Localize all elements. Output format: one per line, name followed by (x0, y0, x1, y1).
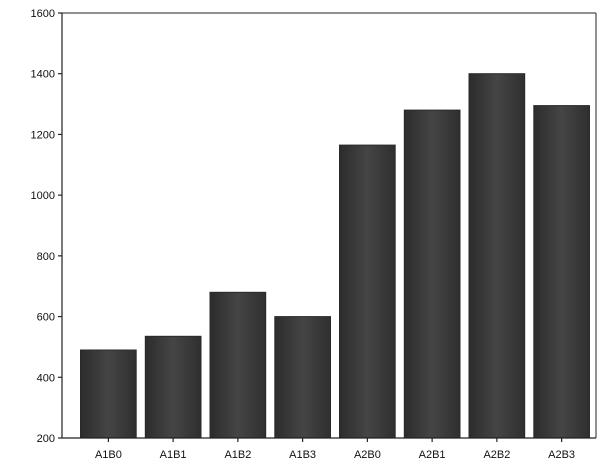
x-tick-label: A2B3 (548, 449, 575, 461)
y-tick-label: 1600 (31, 8, 55, 20)
bar-a2b3 (533, 105, 590, 439)
x-axis-ticks: A1B0 A1B1 A1B2 A1B3 A2B0 A2B1 A2B2 A2B3 (95, 438, 575, 461)
x-tick-label: A1B0 (95, 449, 122, 461)
plot-frame (62, 12, 597, 438)
y-tick-label: 200 (37, 433, 55, 445)
x-tick-label: A1B2 (224, 449, 251, 461)
y-tick-label: 1400 (31, 69, 55, 81)
y-tick-label: 800 (37, 251, 55, 263)
bar-a2b0 (339, 144, 396, 439)
bar-a1b2 (209, 291, 267, 439)
bar-a1b1 (144, 335, 202, 439)
y-tick-label: 1000 (31, 190, 55, 202)
x-tick-label: A2B2 (483, 449, 510, 461)
bar-a2b2 (468, 73, 526, 439)
y-tick-label: 1200 (31, 129, 55, 141)
bar-a1b3 (274, 316, 331, 439)
bar-a2b1 (403, 109, 461, 439)
bars-group (80, 73, 590, 439)
y-tick-label: 400 (37, 372, 55, 384)
y-axis-ticks: 200 400 600 800 1000 1200 1400 1600 (31, 8, 62, 445)
x-tick-label: A1B3 (289, 449, 316, 461)
x-tick-label: A2B1 (419, 449, 446, 461)
axes-group (61, 13, 596, 439)
y-tick-label: 600 (37, 312, 55, 324)
bar-a1b0 (80, 349, 137, 439)
x-tick-label: A2B0 (354, 449, 381, 461)
x-tick-label: A1B1 (160, 449, 187, 461)
